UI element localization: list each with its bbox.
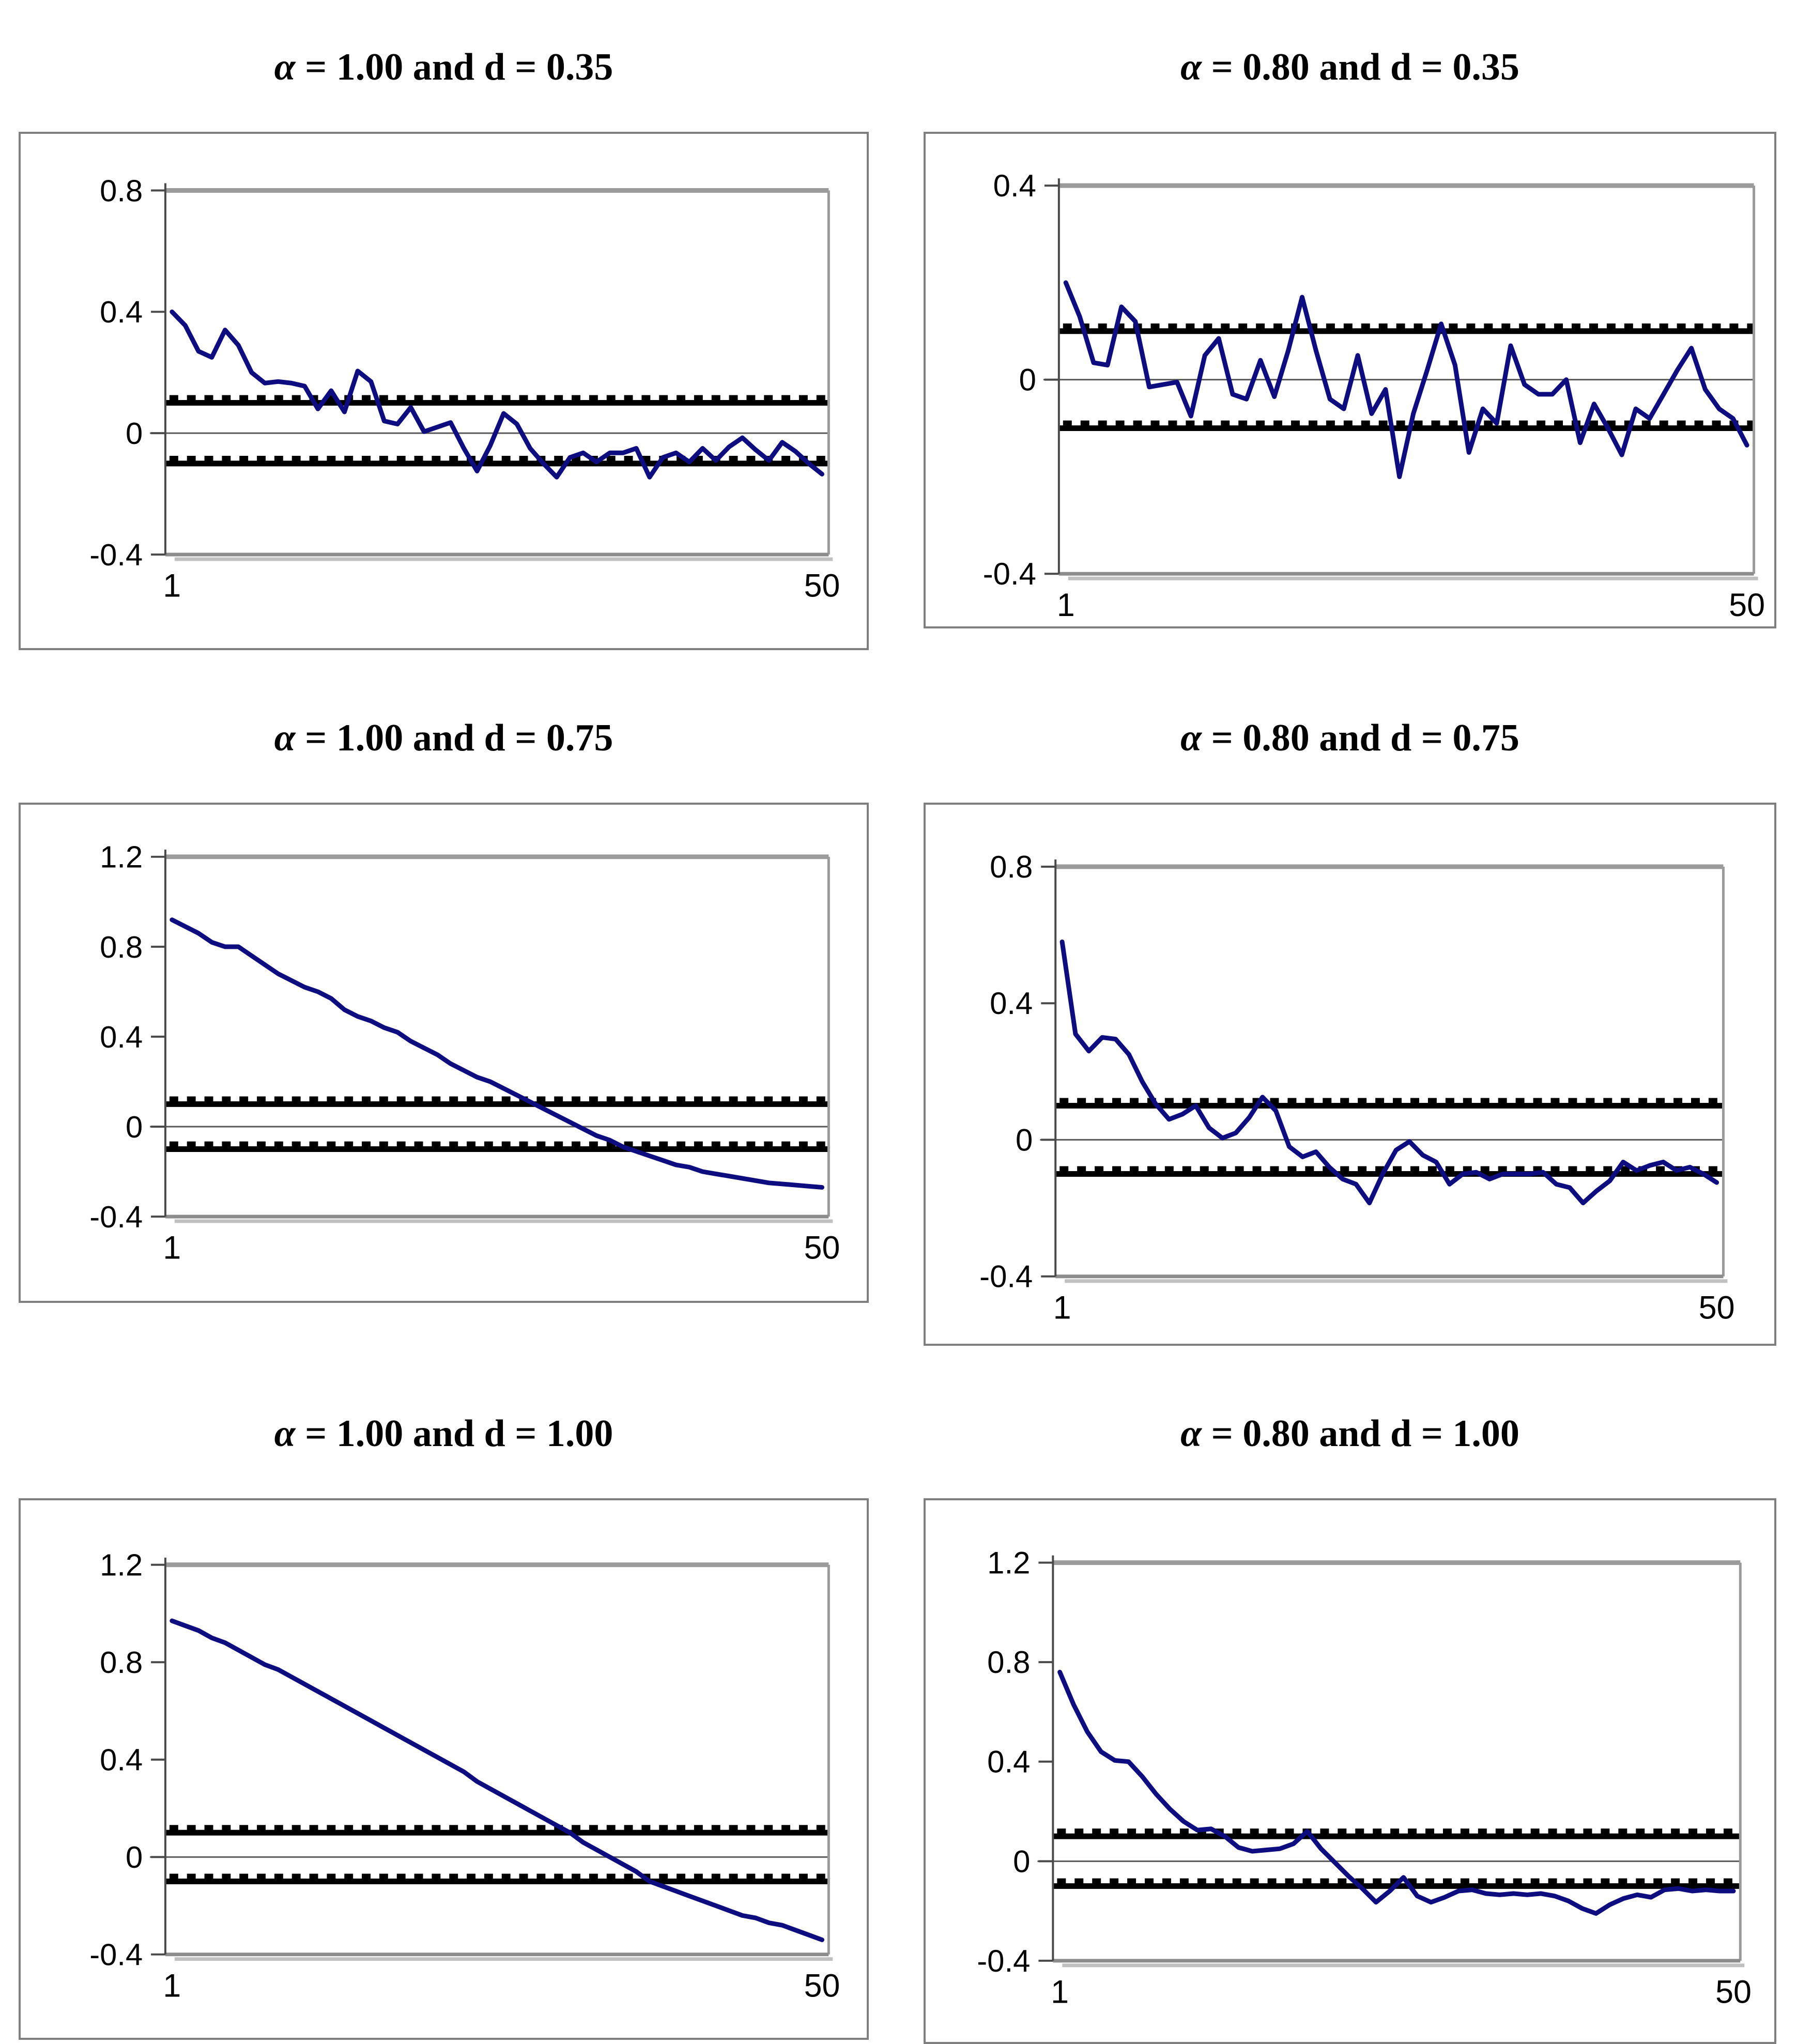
panel-title-text: = 1.00 and d = 0.35 <box>295 45 613 88</box>
chart-panel: α = 0.80 and d = 0.75 -0.4 0 0.4 0.8 1 50 <box>924 674 1776 1346</box>
y-tick-label: 0.4 <box>990 986 1033 1021</box>
acf-line-chart: -0.4 0 0.4 1 50 <box>983 168 1765 623</box>
panel-title-text: = 0.80 and d = 0.75 <box>1202 716 1519 759</box>
alpha-symbol: α <box>1180 45 1202 88</box>
y-tick-label: 0 <box>126 1840 143 1874</box>
plot-box: -0.4 0 0.4 0.8 1.2 1 50 <box>19 1498 869 2040</box>
panel-title: α = 0.80 and d = 1.00 <box>924 1401 1776 1466</box>
y-tick-label: 0 <box>1019 362 1036 397</box>
acf-series-line <box>1063 280 1749 479</box>
x-tick-label-first: 1 <box>163 567 181 604</box>
y-tick-label: 1.2 <box>100 839 143 874</box>
x-tick-label-first: 1 <box>163 1968 181 2004</box>
x-tick-label-first: 1 <box>1053 1289 1071 1326</box>
alpha-symbol: α <box>1180 1412 1202 1455</box>
x-tick-label-last: 50 <box>804 1230 840 1266</box>
y-tick-label: 0.4 <box>100 1742 143 1777</box>
chart-panel: α = 1.00 and d = 1.00 -0.4 0 0.4 0.8 1.2 1 50 <box>19 1370 869 2044</box>
y-tick-label: 0.8 <box>100 930 143 964</box>
y-tick-label: 0.8 <box>987 1645 1030 1680</box>
y-tick-label: 1.2 <box>100 1547 143 1582</box>
chart-panel: α = 1.00 and d = 0.35 -0.4 0 0.4 0.8 1 50 <box>19 3 869 650</box>
panel-title: α = 1.00 and d = 0.35 <box>19 35 869 100</box>
plot-box: -0.4 0 0.4 0.8 1 50 <box>924 802 1776 1346</box>
y-tick-label: 0.4 <box>100 1020 143 1054</box>
chart-panel: α = 0.80 and d = 1.00 -0.4 0 0.4 0.8 1.2 1 50 <box>924 1370 1776 2044</box>
chart-panel: α = 0.80 and d = 0.35 -0.4 0 0.4 1 50 <box>924 3 1776 650</box>
acf-line-chart: -0.4 0 0.4 0.8 1 50 <box>89 173 840 604</box>
y-tick-label: 0 <box>1013 1844 1030 1879</box>
x-tick-label-last: 50 <box>804 567 840 604</box>
y-tick-label: 0 <box>1016 1123 1033 1157</box>
x-tick-label-first: 1 <box>1057 587 1075 623</box>
panel-title: α = 1.00 and d = 1.00 <box>19 1401 869 1466</box>
plot-box: -0.4 0 0.4 1 50 <box>924 131 1776 629</box>
y-tick-label: 0 <box>126 1110 143 1144</box>
chart-panel: α = 1.00 and d = 0.75 -0.4 0 0.4 0.8 1.2 1 50 <box>19 674 869 1346</box>
y-tick-label: 0 <box>126 416 143 451</box>
acf-line-chart: -0.4 0 0.4 0.8 1 50 <box>979 850 1735 1326</box>
y-tick-label: -0.4 <box>983 557 1036 591</box>
acf-series-line <box>1059 939 1719 1205</box>
y-tick-label: -0.4 <box>89 1937 143 1972</box>
panel-title-text: = 0.80 and d = 1.00 <box>1202 1412 1519 1455</box>
x-tick-label-last: 50 <box>1699 1289 1735 1326</box>
panel-title-text: = 1.00 and d = 0.75 <box>295 716 613 759</box>
alpha-symbol: α <box>274 45 296 88</box>
panel-title: α = 0.80 and d = 0.75 <box>924 705 1776 771</box>
alpha-symbol: α <box>1180 716 1202 759</box>
acf-series-line <box>170 1618 824 1942</box>
y-tick-label: 0.4 <box>993 168 1036 203</box>
y-tick-label: 0.8 <box>100 1645 143 1680</box>
panel-title: α = 1.00 and d = 0.75 <box>19 705 869 771</box>
y-tick-label: 0.8 <box>100 173 143 208</box>
x-tick-label-first: 1 <box>1051 1974 1069 2010</box>
y-tick-label: -0.4 <box>977 1943 1030 1978</box>
y-tick-label: -0.4 <box>89 1200 143 1234</box>
y-tick-label: 0.4 <box>100 295 143 329</box>
x-tick-label-last: 50 <box>1715 1974 1752 2010</box>
alpha-symbol: α <box>274 1412 296 1455</box>
acf-line-chart: -0.4 0 0.4 0.8 1.2 1 50 <box>89 839 840 1266</box>
y-tick-label: -0.4 <box>979 1259 1033 1294</box>
acf-line-chart: -0.4 0 0.4 0.8 1.2 1 50 <box>89 1547 840 2004</box>
acf-series-line <box>1057 1669 1736 1916</box>
panel-title-text: = 1.00 and d = 1.00 <box>295 1412 613 1455</box>
y-tick-label: 0.8 <box>990 850 1033 884</box>
plot-box: -0.4 0 0.4 0.8 1.2 1 50 <box>19 802 869 1303</box>
panel-title-text: = 0.80 and d = 0.35 <box>1202 45 1519 88</box>
plot-box: -0.4 0 0.4 0.8 1 50 <box>19 131 869 650</box>
acf-series-line <box>170 309 824 480</box>
x-tick-label-first: 1 <box>163 1230 181 1266</box>
alpha-symbol: α <box>274 716 296 759</box>
acf-series-line <box>170 917 824 1190</box>
panel-title: α = 0.80 and d = 0.35 <box>924 35 1776 100</box>
x-tick-label-last: 50 <box>804 1968 840 2004</box>
x-tick-label-last: 50 <box>1729 587 1765 623</box>
plot-box: -0.4 0 0.4 0.8 1.2 1 50 <box>924 1498 1776 2044</box>
y-tick-label: 1.2 <box>987 1545 1030 1580</box>
y-tick-label: 0.4 <box>987 1744 1030 1779</box>
y-tick-label: -0.4 <box>89 537 143 572</box>
acf-line-chart: -0.4 0 0.4 0.8 1.2 1 50 <box>977 1545 1752 2010</box>
